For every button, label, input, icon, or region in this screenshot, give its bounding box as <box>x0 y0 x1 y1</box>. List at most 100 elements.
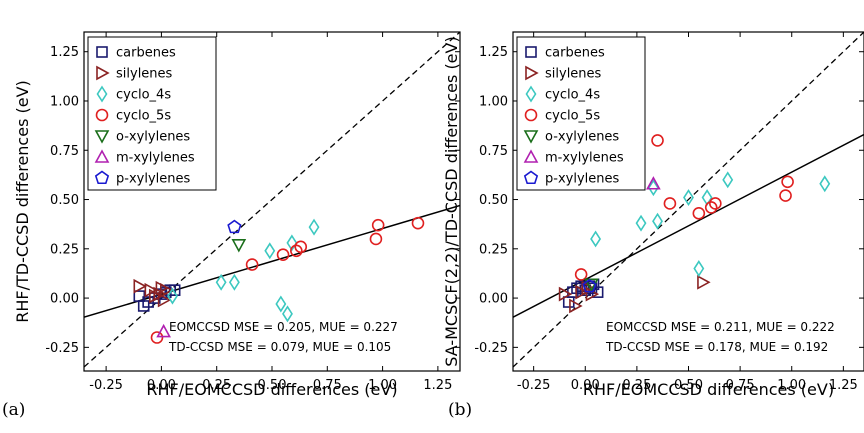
y-tick-label: 0.00 <box>479 292 508 307</box>
y-axis-label: SA-MCSCF(2,2)/TD-CCSD differences (eV) <box>442 36 461 366</box>
y-tick-label: 0.50 <box>479 193 508 208</box>
data-point-silylenes <box>153 286 167 302</box>
data-point-cyclo_4s <box>652 212 663 230</box>
panel-label: (b) <box>448 400 472 420</box>
legend-marker-cyclo_4s <box>525 85 537 103</box>
x-tick-label: 1.25 <box>829 378 858 393</box>
legend-marker-o-xylylenes <box>94 130 110 144</box>
chart-panel-2: -0.25 0.00 0.25 0.50 0.75 1.00 1.25 -0.25 0.00 0.… <box>442 31 864 420</box>
y-tick-label: 0.75 <box>479 144 508 159</box>
x-tick-label: 0.50 <box>258 378 287 393</box>
data-point-cyclo_5s <box>692 207 706 220</box>
data-point-cyclo_5s <box>411 216 425 230</box>
x-tick-label: 0.25 <box>202 378 231 393</box>
x-tick-label: -0.25 <box>517 378 551 393</box>
data-point-silylenes <box>569 298 583 314</box>
data-point-cyclo_5s <box>709 197 722 210</box>
data-point-cyclo_5s <box>651 134 664 147</box>
stats-annotation: EOMCCSD MSE = 0.205, MUE = 0.227 <box>169 320 398 334</box>
data-point-m-xylylenes <box>156 323 171 338</box>
data-point-cyclo_4s <box>635 214 647 232</box>
x-tick-label: 1.25 <box>423 378 452 393</box>
y-tick-label: 0.00 <box>50 292 79 307</box>
legend-label: p-xylylenes <box>116 172 190 187</box>
legend-label: o-xylylenes <box>545 130 619 145</box>
x-tick-label: 0.75 <box>313 378 342 393</box>
panel-label: (a) <box>2 400 25 420</box>
legend-label: p-xylylenes <box>545 172 619 187</box>
data-point-cyclo_4s <box>693 260 705 277</box>
data-point-p-xylylenes <box>582 278 597 293</box>
data-point-o-xylylenes <box>584 278 599 292</box>
data-point-silylenes <box>144 282 159 298</box>
legend-marker-carbenes <box>96 46 108 58</box>
y-tick-label: 0.50 <box>50 193 79 208</box>
legend-label: m-xylylenes <box>116 151 195 166</box>
legend-box <box>516 36 646 191</box>
y-axis-label: RHF/TD-CCSD differences (eV) <box>13 80 32 323</box>
legend-label: m-xylylenes <box>545 151 624 166</box>
x-axis-label: RHF/EOMCCSD differences (eV) <box>583 380 834 399</box>
data-point-cyclo_4s <box>228 273 240 291</box>
legend-marker-o-xylylenes <box>523 130 539 144</box>
data-point-silylenes <box>697 274 711 290</box>
data-point-cyclo_4s <box>590 230 602 248</box>
data-point-cyclo_4s <box>215 273 227 291</box>
data-point-cyclo_5s <box>369 232 383 246</box>
data-point-cyclo_4s <box>282 305 293 323</box>
y-tick-label: 1.25 <box>50 45 79 60</box>
data-point-cyclo_5s <box>371 218 385 232</box>
data-point-cyclo_4s <box>264 242 276 260</box>
x-tick-label: 0.00 <box>571 378 600 393</box>
legend-label: silylenes <box>545 67 602 82</box>
x-tick-label: 1.00 <box>368 378 397 393</box>
fit-line <box>84 204 460 318</box>
legend-label: cyclo_5s <box>545 109 600 124</box>
stats-annotation: TD-CCSD MSE = 0.178, MUE = 0.192 <box>605 340 828 354</box>
chart-panel-1: -0.25 0.00 0.25 0.50 0.75 1.00 1.25 -0.25 0.00 0.… <box>2 31 461 420</box>
data-point-cyclo_5s <box>574 268 588 281</box>
data-point-cyclo_5s <box>779 189 792 202</box>
y-tick-label: 0.25 <box>50 242 79 257</box>
x-tick-label: 1.00 <box>777 378 806 393</box>
legend-marker-silylenes <box>96 65 110 81</box>
data-point-silylenes <box>155 280 170 296</box>
legend-marker-silylenes <box>525 65 539 81</box>
data-point-silylenes <box>558 286 573 302</box>
x-axis-label: RHF/EOMCCSD differences (eV) <box>146 380 397 399</box>
plot-area <box>513 32 864 368</box>
legend-box <box>87 36 217 191</box>
x-tick-label: -0.25 <box>89 378 123 393</box>
y-tick-label: -0.25 <box>474 341 508 356</box>
data-point-carbenes <box>142 296 154 308</box>
legend-marker-carbenes <box>525 46 537 58</box>
legend-label: silylenes <box>116 67 173 82</box>
data-point-cyclo_4s <box>683 189 694 207</box>
data-point-cyclo_4s <box>819 175 831 193</box>
stats-annotation: EOMCCSD MSE = 0.211, MUE = 0.222 <box>606 320 835 334</box>
data-point-m-xylylenes <box>646 176 661 190</box>
data-point-p-xylylenes <box>227 219 242 234</box>
y-tick-label: 1.00 <box>479 94 508 109</box>
data-point-carbenes <box>168 284 181 296</box>
data-point-silylenes <box>157 292 172 308</box>
data-point-cyclo_5s <box>294 240 308 254</box>
legend-label: cyclo_4s <box>116 88 171 103</box>
data-point-cyclo_4s <box>286 234 298 252</box>
legend-label: carbenes <box>116 46 176 61</box>
data-point-cyclo_4s <box>308 218 320 236</box>
legend-label: cyclo_4s <box>545 88 600 103</box>
x-tick-label: 0.00 <box>147 378 176 393</box>
data-point-cyclo_5s <box>276 248 290 262</box>
plot-area <box>84 32 460 368</box>
y-tick-label: 0.75 <box>50 144 79 159</box>
legend-marker-p-xylylenes <box>94 170 110 185</box>
legend: carbenes silylenes cyclo_4s cyclo_5s o-xylyl… <box>516 36 646 191</box>
data-point-cyclo_5s <box>704 201 718 214</box>
data-point-cyclo_4s <box>647 179 659 197</box>
legend-marker-cyclo_4s <box>96 85 108 103</box>
legend-label: carbenes <box>545 46 605 61</box>
data-point-cyclo_5s <box>663 197 677 210</box>
legend-marker-cyclo_5s <box>524 108 538 122</box>
